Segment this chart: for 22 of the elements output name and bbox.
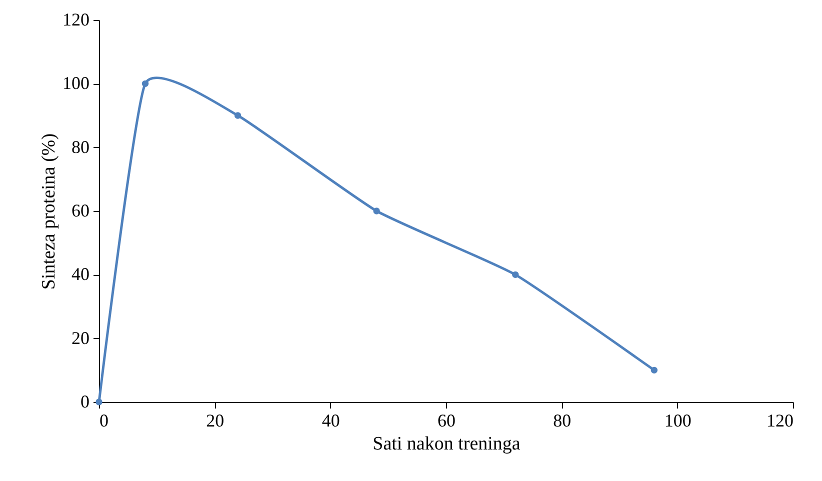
x-axis-title: Sati nakon treninga [372,434,521,454]
point [650,366,658,374]
point [96,398,102,406]
point [373,208,380,214]
point [142,80,149,88]
y-tick-label: 20 [72,328,90,348]
x-tick-label: 20 [206,410,224,430]
y-tick-label: 120 [62,10,90,30]
point [512,271,519,278]
x-tick-label: 120 [766,410,794,430]
x-tick-label: 0 [100,410,108,430]
x-tick-label: 100 [664,410,692,430]
y-tick-label: 80 [72,136,90,157]
x-tick-label: 40 [322,410,340,430]
y-tick-label: 40 [72,264,90,284]
point [234,112,242,119]
y-tick-label: 0 [80,392,90,412]
x-tick-label: 80 [553,410,572,430]
y-tick-label: 100 [62,73,90,94]
y-tick-label: 60 [72,200,90,220]
x-tick-label: 60 [438,410,456,430]
y-axis-title: Sinteza proteina (%) [38,133,60,290]
